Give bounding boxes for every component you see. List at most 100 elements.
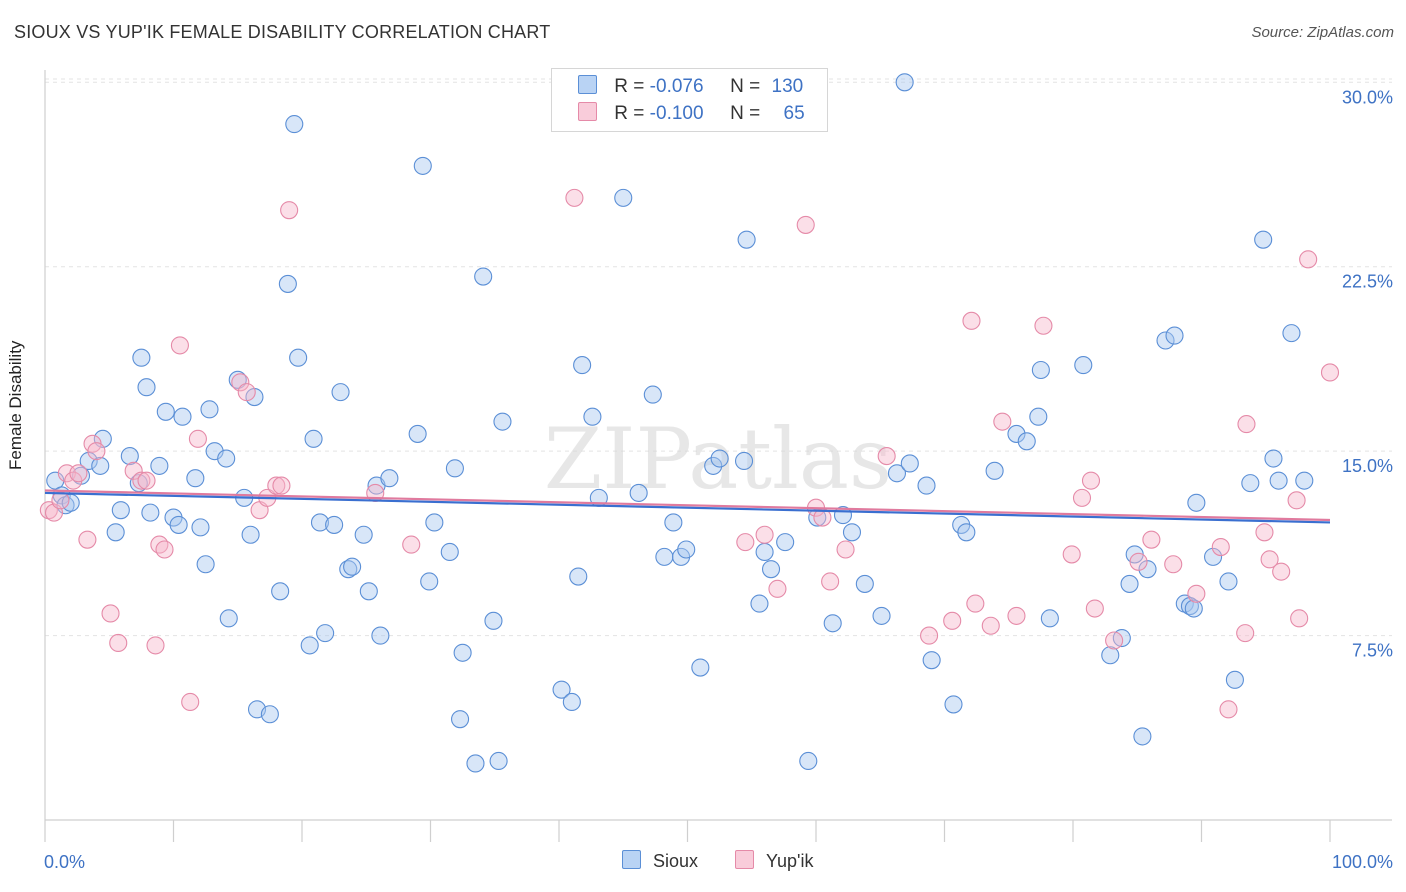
yupik-point <box>993 412 1012 431</box>
bottom-legend-yupik-label: Yup'ik <box>766 851 814 871</box>
sioux-point <box>1017 432 1036 451</box>
sioux-point <box>1165 326 1184 345</box>
yupik-point <box>981 616 1000 635</box>
y-tick-label: 7.5% <box>1352 641 1393 661</box>
sioux-point <box>371 626 390 645</box>
sioux-point <box>887 464 907 483</box>
yupik-point <box>188 429 207 448</box>
sioux-point <box>1219 572 1238 591</box>
sioux-point <box>750 594 769 613</box>
yupik-point <box>565 188 584 207</box>
yupik-point <box>736 533 755 552</box>
sioux-point <box>79 451 98 471</box>
yupik-trend-line <box>44 489 1331 522</box>
sioux-point <box>285 115 304 134</box>
sioux-point <box>1187 493 1206 512</box>
sioux-point <box>453 643 472 662</box>
legend-r-label: R = <box>614 76 645 97</box>
yupik-point <box>1236 624 1255 643</box>
sioux-point <box>200 400 219 419</box>
sioux-point <box>331 383 350 402</box>
yupik-point <box>231 373 250 392</box>
sioux-point <box>900 454 919 473</box>
sioux-point <box>761 560 781 579</box>
legend-n-yupik: 65 <box>783 103 805 124</box>
yupik-point <box>1007 606 1026 625</box>
sioux-point <box>737 230 756 249</box>
yupik-point <box>768 579 787 598</box>
yupik-point <box>877 447 896 466</box>
yupik-point <box>1129 552 1148 571</box>
yupik-point <box>69 464 88 483</box>
yupik-point <box>1034 316 1053 335</box>
bottom-legend-sioux-label: Sioux <box>653 851 699 871</box>
yupik-point <box>920 626 939 645</box>
sioux-point <box>552 680 571 699</box>
sioux-point <box>300 636 319 655</box>
sioux-point <box>310 513 330 532</box>
sioux-point <box>1101 646 1120 665</box>
yupik-point <box>109 633 128 653</box>
sioux-point <box>1175 594 1194 613</box>
yupik-point <box>1062 545 1081 564</box>
yupik-swatch <box>735 850 754 869</box>
sioux-point <box>562 692 581 712</box>
sioux-point <box>173 407 192 426</box>
sioux-point <box>260 705 279 724</box>
sioux-point <box>132 348 151 367</box>
yupik-point <box>272 476 291 495</box>
sioux-point <box>643 385 662 404</box>
sioux-point <box>413 156 432 175</box>
bottom-legend-sioux: Sioux <box>622 850 698 872</box>
bottom-legend-yupik: Yup'ik <box>735 850 813 872</box>
sioux-point <box>1282 324 1301 343</box>
sioux-point <box>120 447 139 466</box>
yupik-point <box>1211 537 1230 557</box>
sioux-point <box>1225 670 1244 689</box>
gridlines <box>45 78 1392 637</box>
yupik-point <box>836 540 855 559</box>
sioux-point <box>150 456 169 475</box>
sioux-point <box>1007 424 1026 443</box>
sioux-point <box>1295 471 1314 490</box>
yupik-point <box>1081 471 1101 490</box>
sioux-trend-line <box>44 491 1331 524</box>
sioux-point <box>664 513 683 532</box>
yupik-point <box>1290 609 1309 628</box>
sioux-point <box>451 710 470 729</box>
sioux-point <box>1264 449 1283 468</box>
sioux-point <box>420 572 439 591</box>
sioux-point <box>704 456 723 475</box>
yupik-point <box>39 501 58 520</box>
sioux-point <box>141 503 160 522</box>
sioux-point <box>191 518 210 537</box>
yupik-point <box>150 535 169 554</box>
sioux-point <box>755 542 774 562</box>
sioux-point <box>156 402 175 421</box>
sioux-point <box>489 751 508 771</box>
legend-n-label: N = <box>730 103 761 124</box>
tick-labels: 7.5% 15.0% 22.5% 30.0% 0.0% 100.0% <box>44 87 1393 872</box>
sioux-point <box>217 449 236 468</box>
sioux-point <box>408 424 427 443</box>
sioux-swatch <box>578 75 597 94</box>
sioux-point <box>872 606 891 625</box>
sioux-point <box>1269 471 1288 490</box>
sioux-point <box>710 449 729 468</box>
sioux-point <box>359 582 378 601</box>
yupik-point <box>1320 363 1340 382</box>
sioux-point <box>1241 474 1260 493</box>
sioux-point <box>734 451 754 471</box>
yupik-point <box>821 572 840 591</box>
sioux-point <box>1074 356 1093 375</box>
yupik-point <box>1085 599 1104 618</box>
sioux-point <box>228 370 247 389</box>
legend-row-sioux: R = -0.076 N = 130 <box>578 75 803 98</box>
yupik-point <box>87 442 106 461</box>
yupik-point <box>280 201 299 220</box>
correlation-legend: R = -0.076 N = 130 R = -0.100 N = 65 <box>551 68 828 132</box>
sioux-point <box>186 469 205 488</box>
yupik-point <box>1287 491 1306 510</box>
sioux-point <box>196 555 215 574</box>
